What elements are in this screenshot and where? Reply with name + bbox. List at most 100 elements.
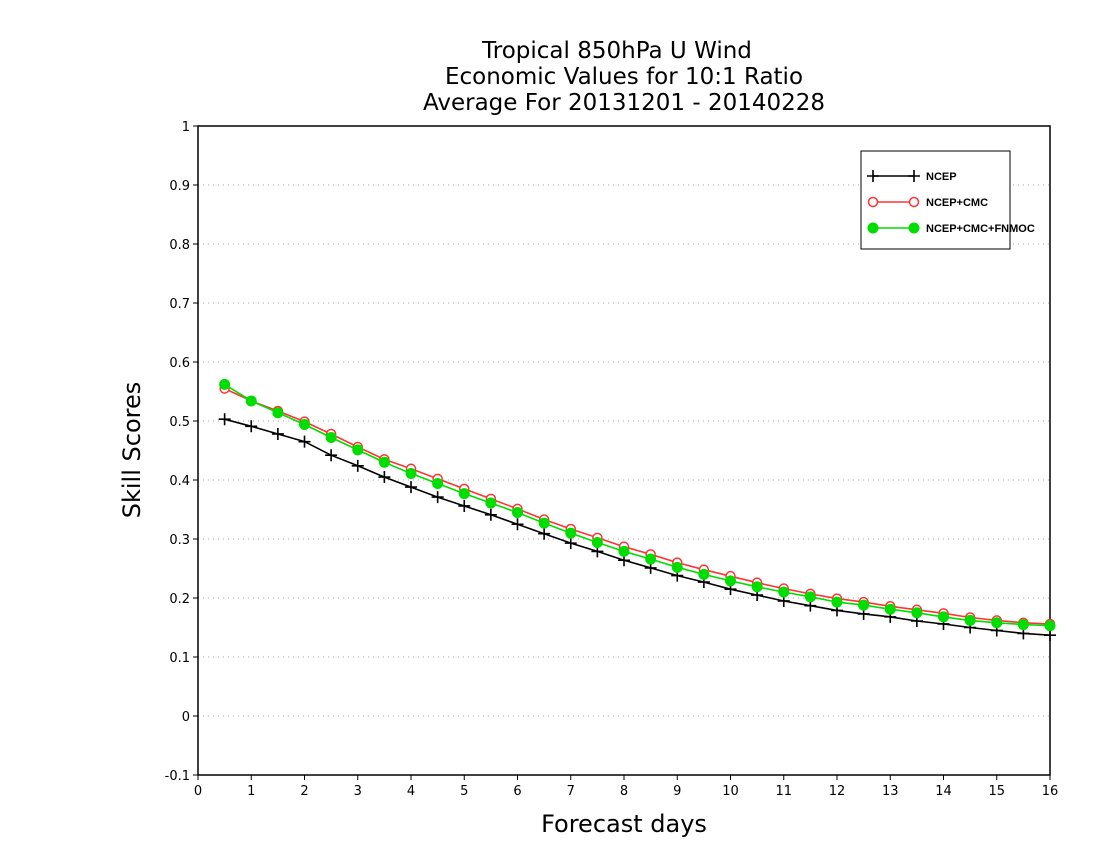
x-tick-label: 2 — [300, 784, 308, 799]
y-tick-label: -0.1 — [165, 769, 190, 784]
data-point — [778, 586, 790, 598]
data-point — [299, 419, 310, 431]
title-line-2: Economic Values for 10:1 Ratio — [445, 64, 803, 90]
x-axis-title: Forecast days — [541, 810, 707, 838]
data-point — [431, 491, 444, 504]
data-point — [725, 575, 736, 587]
data-point — [218, 413, 231, 426]
series-1 — [219, 383, 1056, 630]
series-0 — [218, 413, 1056, 642]
x-tick-label: 7 — [567, 784, 575, 799]
data-point — [645, 553, 657, 565]
data-point — [245, 420, 258, 433]
series-layer — [218, 378, 1056, 642]
data-point — [298, 435, 311, 448]
x-tick-label: 9 — [673, 784, 681, 799]
data-point — [245, 395, 257, 407]
chart-title: Tropical 850hPa U Wind Economic Values f… — [423, 38, 825, 116]
data-point — [804, 591, 816, 603]
data-point — [272, 407, 284, 419]
x-tick-label: 8 — [620, 784, 628, 799]
data-point — [698, 568, 710, 580]
x-tick-label: 11 — [775, 784, 792, 799]
data-point — [991, 617, 1003, 629]
series-line — [224, 387, 1051, 625]
x-tick-label: 13 — [882, 784, 899, 799]
data-point — [405, 481, 417, 494]
data-point — [271, 427, 284, 440]
data-point — [432, 478, 444, 490]
data-point — [911, 607, 923, 619]
grid-lines — [198, 184, 1050, 717]
x-tick-label: 6 — [513, 784, 521, 799]
y-tick-label: 0.9 — [169, 179, 190, 194]
title-line-3: Average For 20131201 - 20140228 — [423, 90, 825, 116]
data-point — [325, 432, 337, 444]
data-point — [405, 468, 417, 480]
x-tick-label: 3 — [354, 784, 362, 799]
data-point — [831, 596, 843, 608]
data-point — [1044, 620, 1056, 632]
legend-label: NCEP+CMC+FNMOC — [926, 223, 1035, 235]
data-point — [564, 537, 577, 550]
data-point — [378, 471, 391, 484]
legend-marker — [867, 196, 879, 208]
legend-marker — [908, 170, 920, 182]
x-tick-label: 15 — [988, 784, 1005, 799]
data-point — [671, 561, 683, 573]
legend-entry-2: NCEP+CMC+FNMOC — [867, 222, 1035, 235]
data-point — [485, 497, 497, 509]
y-tick-label: 0.6 — [169, 356, 190, 371]
data-point — [512, 506, 523, 518]
y-axis-title: Skill Scores — [118, 382, 146, 519]
title-line-1: Tropical 850hPa U Wind — [481, 38, 752, 64]
data-point — [858, 599, 870, 611]
y-tick-label: 0.7 — [169, 297, 190, 312]
y-tick-label: 0.3 — [169, 533, 190, 548]
legend-box — [860, 150, 1011, 250]
x-tick-label: 0 — [194, 784, 202, 799]
data-point — [538, 517, 550, 529]
series-2 — [219, 378, 1056, 632]
data-point — [538, 527, 551, 540]
legend-entry-1: NCEP+CMC — [867, 196, 988, 209]
legend: NCEP NCEP+CMC NCEP+CMC+FNMOC — [860, 150, 1035, 250]
legend-label: NCEP — [926, 171, 957, 183]
data-point — [618, 545, 630, 557]
y-tick-label: 0.4 — [169, 474, 190, 489]
data-point — [219, 378, 231, 390]
data-point — [751, 581, 763, 593]
data-point — [1017, 619, 1029, 631]
legend-marker — [867, 170, 879, 182]
data-point — [938, 611, 949, 623]
y-tick-label: 0.2 — [169, 592, 190, 607]
data-point — [378, 456, 390, 468]
data-point — [458, 488, 470, 500]
data-point — [458, 499, 471, 512]
legend-marker — [908, 196, 920, 208]
series-line — [224, 418, 1051, 636]
data-point — [351, 459, 364, 472]
x-tick-label: 1 — [247, 784, 255, 799]
x-tick-label: 12 — [829, 784, 846, 799]
legend-label: NCEP+CMC — [926, 197, 988, 209]
axes: -0.100.10.20.30.40.50.60.70.80.910 1 2 3 4 5 6… — [165, 120, 1059, 799]
y-tick-label: 0.8 — [169, 238, 190, 253]
data-point — [964, 614, 976, 626]
x-tick-label: 4 — [407, 784, 415, 799]
data-point — [591, 537, 603, 549]
data-point — [565, 527, 577, 539]
y-tick-label: 0.5 — [169, 415, 190, 430]
legend-entry-0: NCEP — [867, 170, 957, 183]
y-tick-label: 0.1 — [169, 651, 190, 666]
data-point — [884, 603, 896, 615]
x-tick-label: 5 — [460, 784, 468, 799]
plot-frame — [197, 125, 1051, 776]
x-tick-label: 14 — [935, 784, 952, 799]
data-point — [352, 444, 364, 456]
data-point — [511, 518, 524, 531]
x-tick-label: 10 — [722, 784, 739, 799]
legend-marker — [867, 222, 879, 234]
data-point — [325, 449, 338, 462]
